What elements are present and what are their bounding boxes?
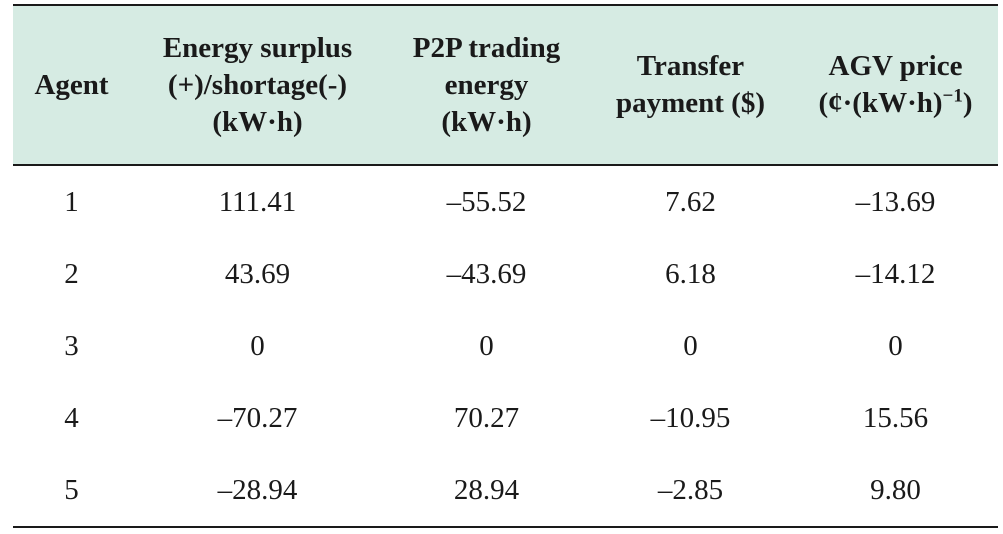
cell-p2p-energy: 70.27 bbox=[453, 401, 520, 434]
header-transfer-payment: Transfer payment ($) bbox=[588, 5, 793, 165]
header-agv-line2: (¢·(kW·h) bbox=[818, 87, 943, 119]
cell-agv-price: 9.80 bbox=[793, 454, 998, 528]
header-transfer-line2: payment ($) bbox=[615, 87, 765, 119]
header-p2p-line1: P2P trading bbox=[412, 31, 561, 64]
cell-energy-surplus: –70.27 bbox=[217, 401, 298, 434]
cell-agent: 1 bbox=[64, 185, 79, 218]
header-agent: Agent bbox=[13, 5, 130, 165]
table-row: 5 –28.94 28.94 –2.85 9.80 bbox=[13, 454, 998, 528]
cell-transfer-payment: –2.85 bbox=[588, 454, 793, 528]
header-agv-price: AGV price (¢·(kW·h)−1) bbox=[793, 5, 998, 165]
cell-agent: 4 bbox=[64, 401, 79, 434]
cell-p2p-energy: 28.94 bbox=[385, 454, 588, 528]
header-agent-text: Agent bbox=[34, 68, 109, 101]
cell-agent: 3 bbox=[64, 329, 79, 362]
header-p2p-trading: P2P trading energy (kW·h) bbox=[385, 5, 588, 165]
cell-agv-price: –13.69 bbox=[855, 185, 936, 218]
cell-agent: 2 bbox=[64, 257, 79, 290]
cell-agv-price: 0 bbox=[888, 329, 903, 362]
header-energy-surplus-line1: Energy surplus bbox=[162, 31, 353, 64]
header-p2p-line3: (kW·h) bbox=[441, 105, 532, 138]
cell-energy-surplus: –28.94 bbox=[130, 454, 385, 528]
data-table-container: Agent Energy surplus (+)/shortage(-) (kW… bbox=[13, 4, 998, 528]
cell-p2p-energy: –55.52 bbox=[446, 185, 527, 218]
cell-transfer-payment: 0 bbox=[683, 329, 698, 362]
header-energy-surplus-line3: (kW·h) bbox=[212, 105, 303, 138]
cell-p2p-energy: 0 bbox=[479, 329, 494, 362]
cell-energy-surplus: 0 bbox=[250, 329, 265, 362]
table-row: 3 0 0 0 0 bbox=[13, 310, 998, 382]
table-row: 2 43.69 –43.69 6.18 –14.12 bbox=[13, 238, 998, 310]
cell-agv-price: 15.56 bbox=[862, 401, 929, 434]
cell-p2p-energy: –43.69 bbox=[446, 257, 527, 290]
table-row: 1 111.41 –55.52 7.62 –13.69 bbox=[13, 165, 998, 238]
header-agv-line1: AGV price bbox=[828, 50, 963, 82]
cell-transfer-payment: –10.95 bbox=[650, 401, 731, 434]
header-agv-exponent: −1 bbox=[942, 85, 963, 107]
cell-transfer-payment: 7.62 bbox=[665, 185, 716, 218]
header-agv-close: ) bbox=[962, 87, 973, 119]
table-row: 4 –70.27 70.27 –10.95 15.56 bbox=[13, 382, 998, 454]
cell-agent: 5 bbox=[13, 454, 130, 528]
cell-energy-surplus: 43.69 bbox=[224, 257, 291, 290]
cell-transfer-payment: 6.18 bbox=[665, 257, 716, 290]
header-energy-surplus-line2: (+)/shortage(-) bbox=[167, 68, 348, 101]
header-row: Agent Energy surplus (+)/shortage(-) (kW… bbox=[13, 5, 998, 165]
cell-energy-surplus: 111.41 bbox=[218, 185, 297, 218]
header-energy-surplus: Energy surplus (+)/shortage(-) (kW·h) bbox=[130, 5, 385, 165]
header-transfer-line1: Transfer bbox=[636, 50, 745, 82]
energy-trading-table: Agent Energy surplus (+)/shortage(-) (kW… bbox=[13, 4, 998, 528]
cell-agv-price: –14.12 bbox=[855, 257, 936, 290]
header-p2p-line2: energy bbox=[444, 68, 529, 101]
